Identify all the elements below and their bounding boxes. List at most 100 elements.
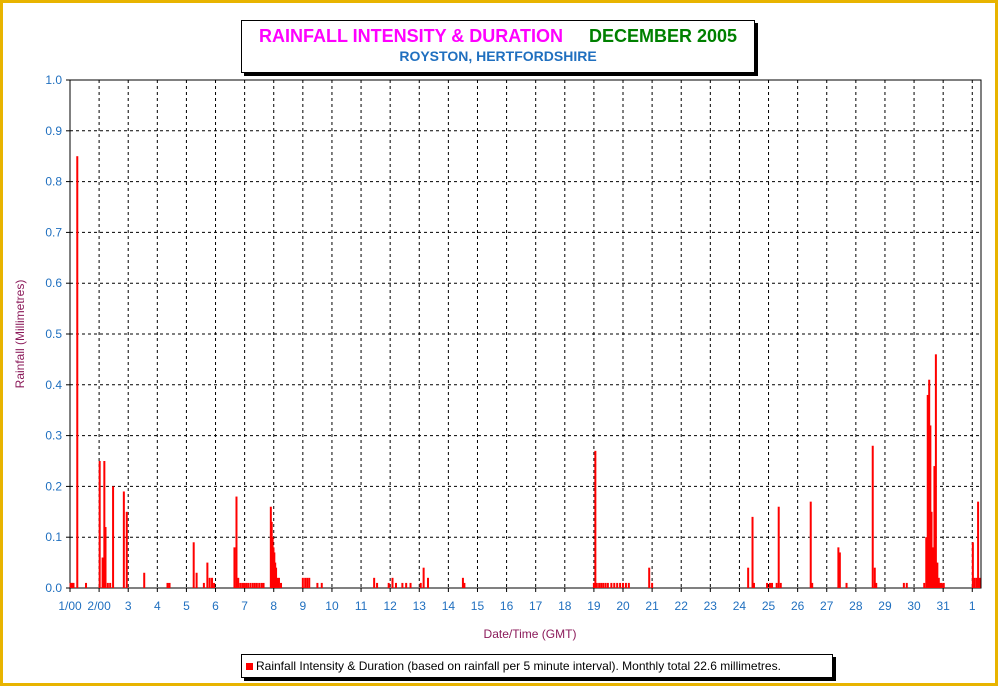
- rain-bar: [602, 582, 605, 588]
- rain-bar: [241, 582, 244, 588]
- rain-bar: [251, 582, 254, 588]
- rain-bar: [940, 582, 943, 588]
- rain-bar: [245, 582, 248, 588]
- rain-bar: [277, 577, 280, 588]
- rain-bar: [771, 582, 774, 588]
- rain-bar: [394, 582, 397, 588]
- rain-bar: [376, 582, 379, 588]
- x-tick-label: 20: [616, 599, 630, 613]
- x-tick-label: 27: [820, 599, 834, 613]
- rain-bar: [276, 577, 279, 588]
- chart-title: RAINFALL INTENSITY & DURATION: [258, 26, 563, 46]
- rain-bar: [975, 577, 978, 588]
- x-tick-label: 21: [645, 599, 659, 613]
- x-tick-label: 3: [125, 599, 132, 613]
- rain-bar: [202, 582, 205, 588]
- rain-bar: [101, 557, 104, 588]
- rain-bar: [604, 582, 607, 588]
- y-tick-label: 0.9: [45, 124, 62, 138]
- legend-swatch: [246, 663, 253, 670]
- x-tick-label: 25: [762, 599, 776, 613]
- rain-bar: [751, 516, 754, 588]
- x-tick-label: 19: [587, 599, 601, 613]
- rain-bar: [391, 577, 394, 588]
- rain-bar: [233, 547, 236, 588]
- x-tick-label: 28: [849, 599, 863, 613]
- rain-bar: [316, 582, 319, 588]
- y-tick-label: 0.2: [45, 479, 62, 493]
- rain-bar: [752, 582, 755, 588]
- rain-bar: [845, 582, 848, 588]
- y-tick-label: 0.5: [45, 327, 62, 341]
- rain-bar: [622, 582, 625, 588]
- x-tick-label: 15: [471, 599, 485, 613]
- rain-bar: [304, 577, 307, 588]
- rain-bar: [308, 577, 311, 588]
- x-tick-label: 11: [355, 599, 368, 613]
- rain-bar: [624, 582, 627, 588]
- chart-title-line: RAINFALL INTENSITY & DURATION DECEMBER 20…: [242, 26, 754, 47]
- rain-bar: [106, 582, 109, 588]
- rain-bar: [619, 582, 622, 588]
- axis-layer: 0.0 0.1 0.2 0.3 0.4 0.5 0.6 0.7 0.8 0.9 1.0 1/00 2/0…: [45, 73, 976, 613]
- rain-bar: [775, 582, 778, 588]
- rain-bar: [76, 156, 79, 588]
- rain-bar: [871, 445, 874, 588]
- rain-bar: [939, 582, 942, 588]
- x-tick-label: 8: [270, 599, 277, 613]
- rain-bar: [195, 572, 198, 588]
- x-tick-label: 26: [791, 599, 805, 613]
- rain-bar: [768, 582, 771, 588]
- rain-bar: [104, 527, 107, 588]
- rain-bar: [779, 582, 782, 588]
- rain-bar: [809, 501, 812, 588]
- rain-bar: [301, 577, 304, 588]
- rain-bar: [213, 582, 216, 588]
- grid-layer: [69, 79, 982, 589]
- rain-bar: [70, 582, 73, 588]
- rain-bar: [837, 547, 840, 588]
- y-tick-label: 0.7: [45, 225, 62, 239]
- x-tick-label: 30: [907, 599, 921, 613]
- rain-bar: [426, 577, 429, 588]
- x-tick-label: 5: [183, 599, 190, 613]
- x-tick-label: 17: [529, 599, 543, 613]
- rain-bar: [405, 582, 408, 588]
- rain-bar: [594, 450, 597, 588]
- y-tick-label: 0.4: [45, 378, 62, 392]
- rain-bar: [168, 582, 171, 588]
- rain-bar: [595, 582, 598, 588]
- x-axis-label: Date/Time (GMT): [484, 627, 577, 641]
- rain-bar: [72, 582, 75, 588]
- rain-bar: [973, 577, 976, 588]
- rain-bar: [275, 567, 278, 588]
- rain-bar: [936, 562, 939, 588]
- rain-bar: [243, 582, 246, 588]
- y-axis-label: Rainfall (Millimetres): [13, 280, 27, 389]
- rain-bar: [373, 577, 376, 588]
- rain-bar: [166, 582, 169, 588]
- rain-bar: [237, 577, 240, 588]
- y-tick-label: 0.3: [45, 429, 62, 443]
- rain-bar: [422, 567, 425, 588]
- rain-bar: [463, 582, 466, 588]
- chart-title-box: RAINFALL INTENSITY & DURATION DECEMBER 20…: [241, 20, 755, 73]
- rain-bar: [747, 567, 750, 588]
- x-tick-label: 24: [733, 599, 747, 613]
- x-tick-label: 16: [500, 599, 514, 613]
- legend: Rainfall Intensity & Duration (based on …: [241, 654, 833, 678]
- x-tick-label: 6: [212, 599, 219, 613]
- x-tick-label: 10: [325, 599, 339, 613]
- rain-bar: [239, 582, 242, 588]
- rain-bar: [942, 582, 945, 588]
- rain-bar: [613, 582, 616, 588]
- x-tick-label: 1/00: [58, 599, 82, 613]
- rain-bar: [125, 511, 128, 588]
- y-tick-label: 0.0: [45, 581, 62, 595]
- rain-bar: [766, 582, 769, 588]
- rain-bar: [811, 582, 814, 588]
- y-tick-label: 0.6: [45, 276, 62, 290]
- rain-bar: [902, 582, 905, 588]
